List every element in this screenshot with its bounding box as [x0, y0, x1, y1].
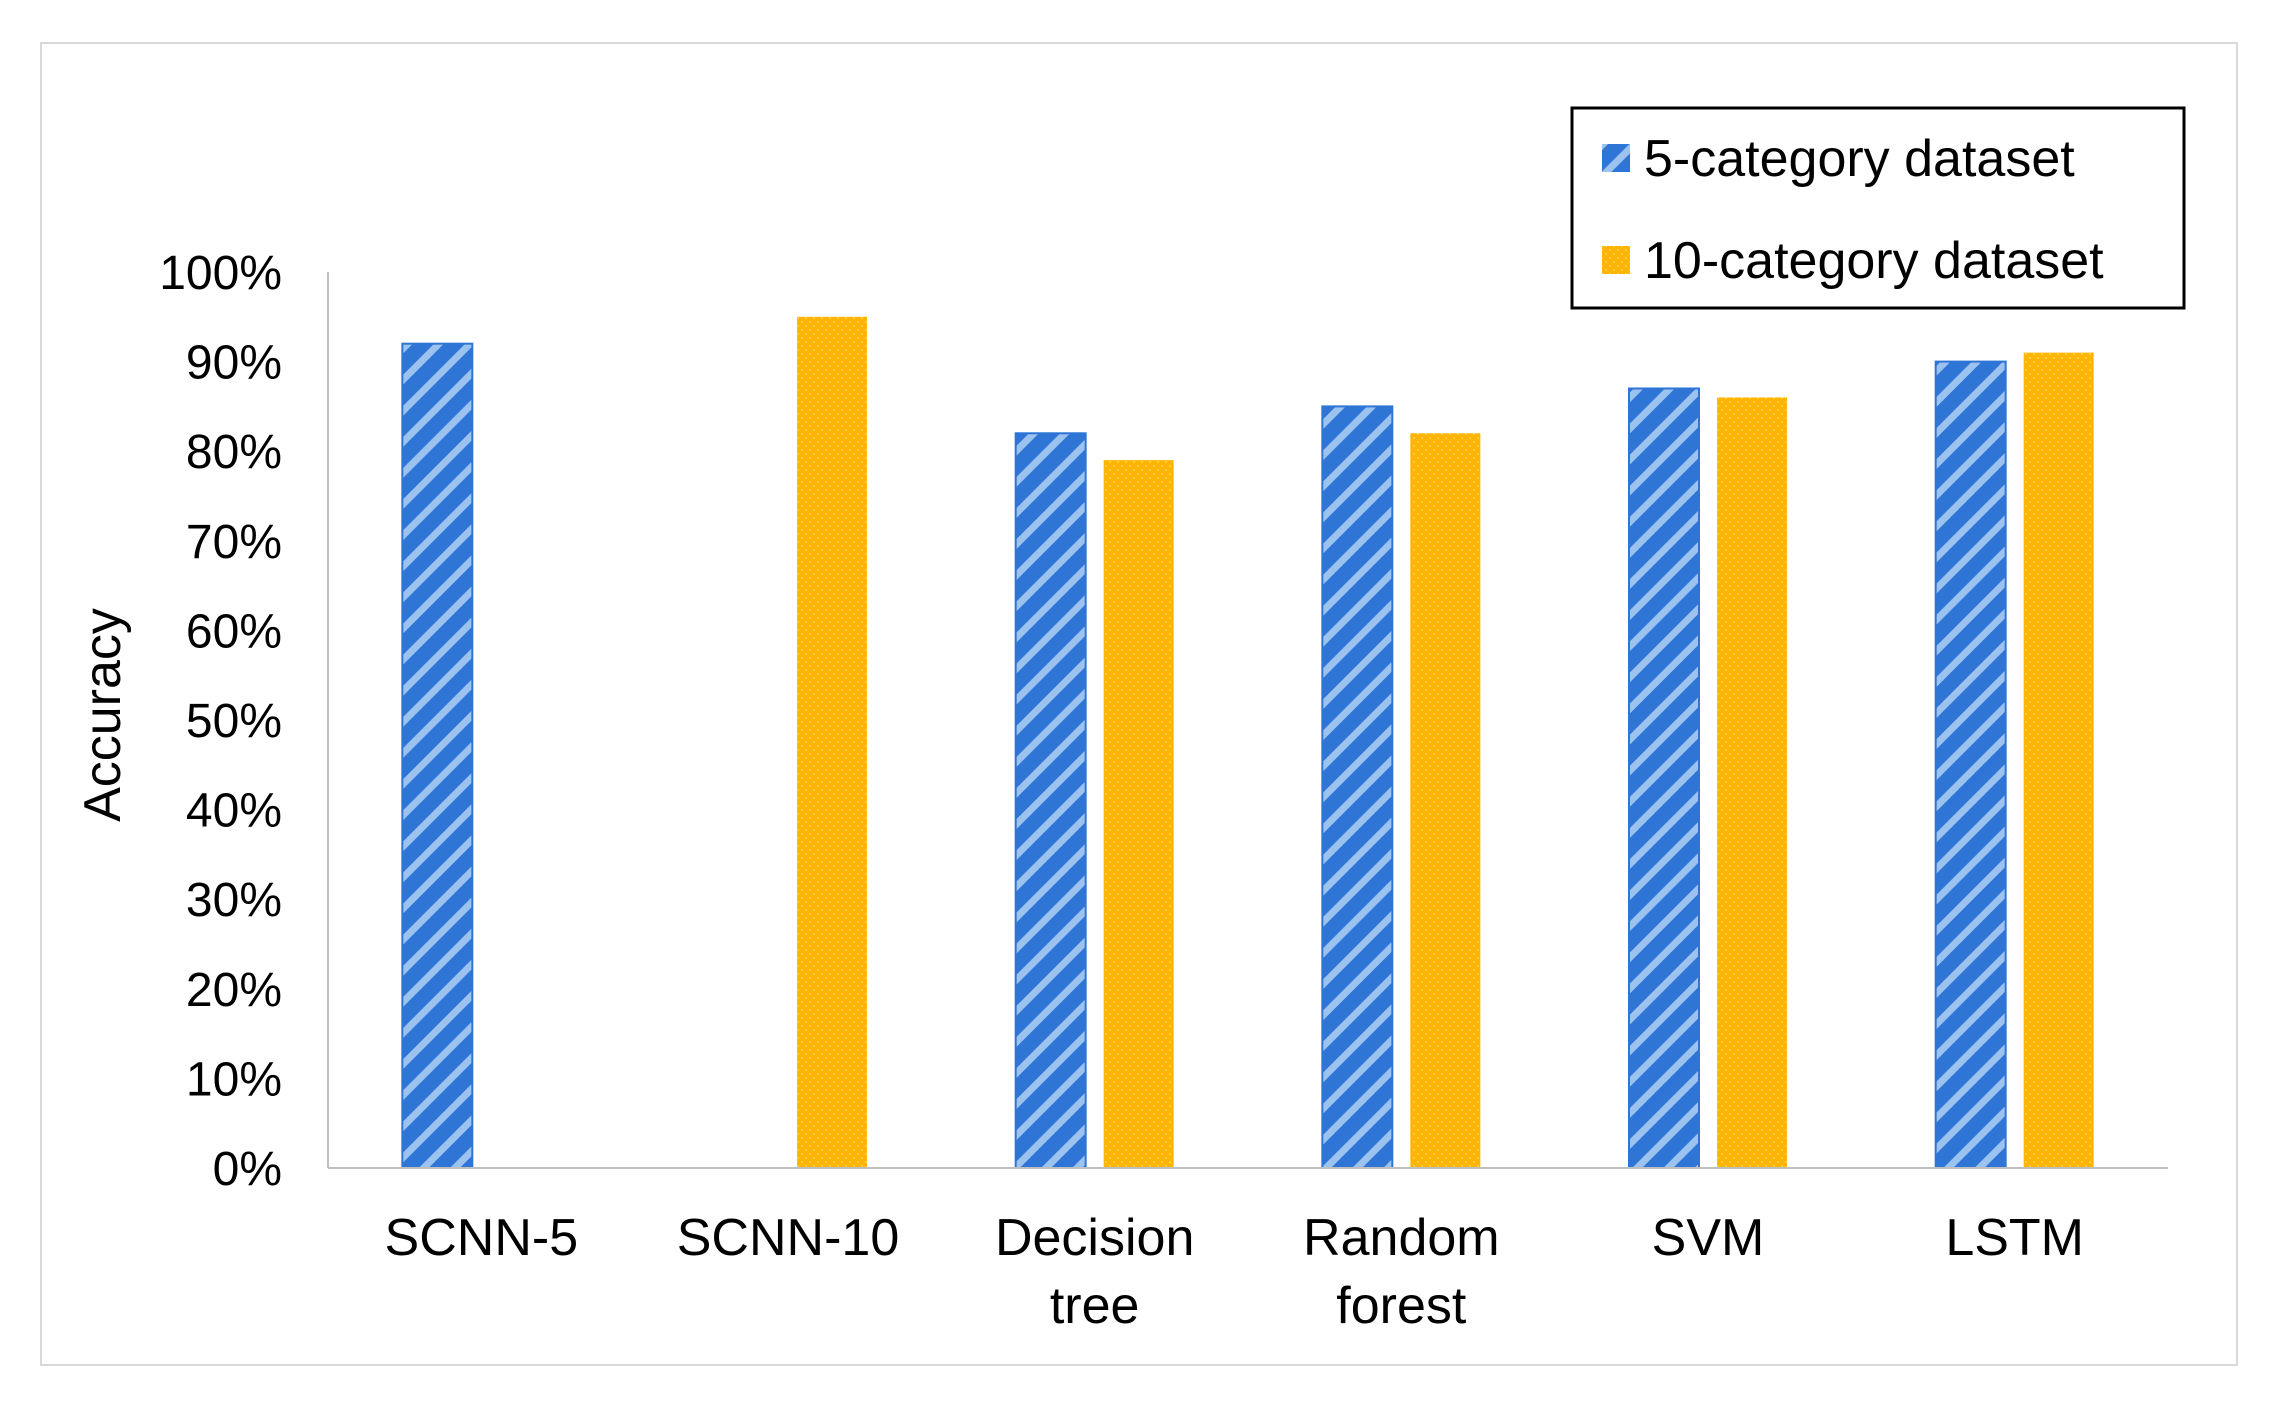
- y-tick-label: 40%: [186, 785, 282, 838]
- bar-10-category-scnn-10: [797, 316, 867, 1168]
- y-tick-label: 100%: [159, 247, 282, 300]
- y-tick-label: 20%: [186, 964, 282, 1017]
- x-category-label: SCNN-10: [677, 1209, 900, 1267]
- y-tick-label: 90%: [186, 337, 282, 390]
- y-tick-label: 10%: [186, 1053, 282, 1106]
- bar-5-category-random-forest: [1321, 405, 1394, 1169]
- y-tick-label: 50%: [186, 695, 282, 748]
- y-tick-label: 60%: [186, 605, 282, 658]
- legend: 5-category dataset 10-category dataset: [1570, 106, 2186, 310]
- bar-10-category-lstm: [2023, 352, 2094, 1168]
- y-axis: 0% 10% 20% 30% 40% 50% 60% 70% 80% 90% 100%: [159, 247, 329, 1196]
- legend-swatch-5-category: [1602, 144, 1630, 172]
- legend-box: [1570, 106, 2186, 310]
- legend-label-5-category: 5-category dataset: [1644, 130, 2075, 188]
- legend-label-10-category: 10-category dataset: [1644, 232, 2104, 290]
- x-category-label: tree: [1050, 1277, 1140, 1335]
- bar-10-category-random-forest: [1410, 433, 1481, 1168]
- x-category-label: LSTM: [1945, 1209, 2084, 1267]
- bar-5-category-scnn-5: [401, 342, 474, 1169]
- legend-swatch-10-category: [1602, 246, 1630, 274]
- bar-5-category-decision-tree: [1014, 432, 1087, 1169]
- x-category-label: SCNN-5: [385, 1209, 579, 1267]
- y-tick-label: 30%: [186, 874, 282, 927]
- bar-5-category-lstm: [1934, 360, 2007, 1170]
- y-axis-title: Accuracy: [74, 608, 132, 822]
- bar-10-category-svm: [1717, 397, 1787, 1168]
- y-tick-label: 0%: [213, 1143, 282, 1196]
- y-tick-label: 70%: [186, 516, 282, 569]
- x-category-label: SVM: [1652, 1209, 1765, 1267]
- x-category-label: forest: [1336, 1277, 1467, 1335]
- bar-10-category-decision-tree: [1103, 460, 1174, 1168]
- bar-5-category-svm: [1628, 387, 1700, 1170]
- bars: [401, 316, 2094, 1170]
- x-axis-labels: SCNN-5 SCNN-10 Decision tree Random forest SVM…: [385, 1209, 2084, 1335]
- x-category-label: Random: [1303, 1209, 1500, 1267]
- y-tick-label: 80%: [186, 426, 282, 479]
- x-category-label: Decision: [995, 1209, 1194, 1267]
